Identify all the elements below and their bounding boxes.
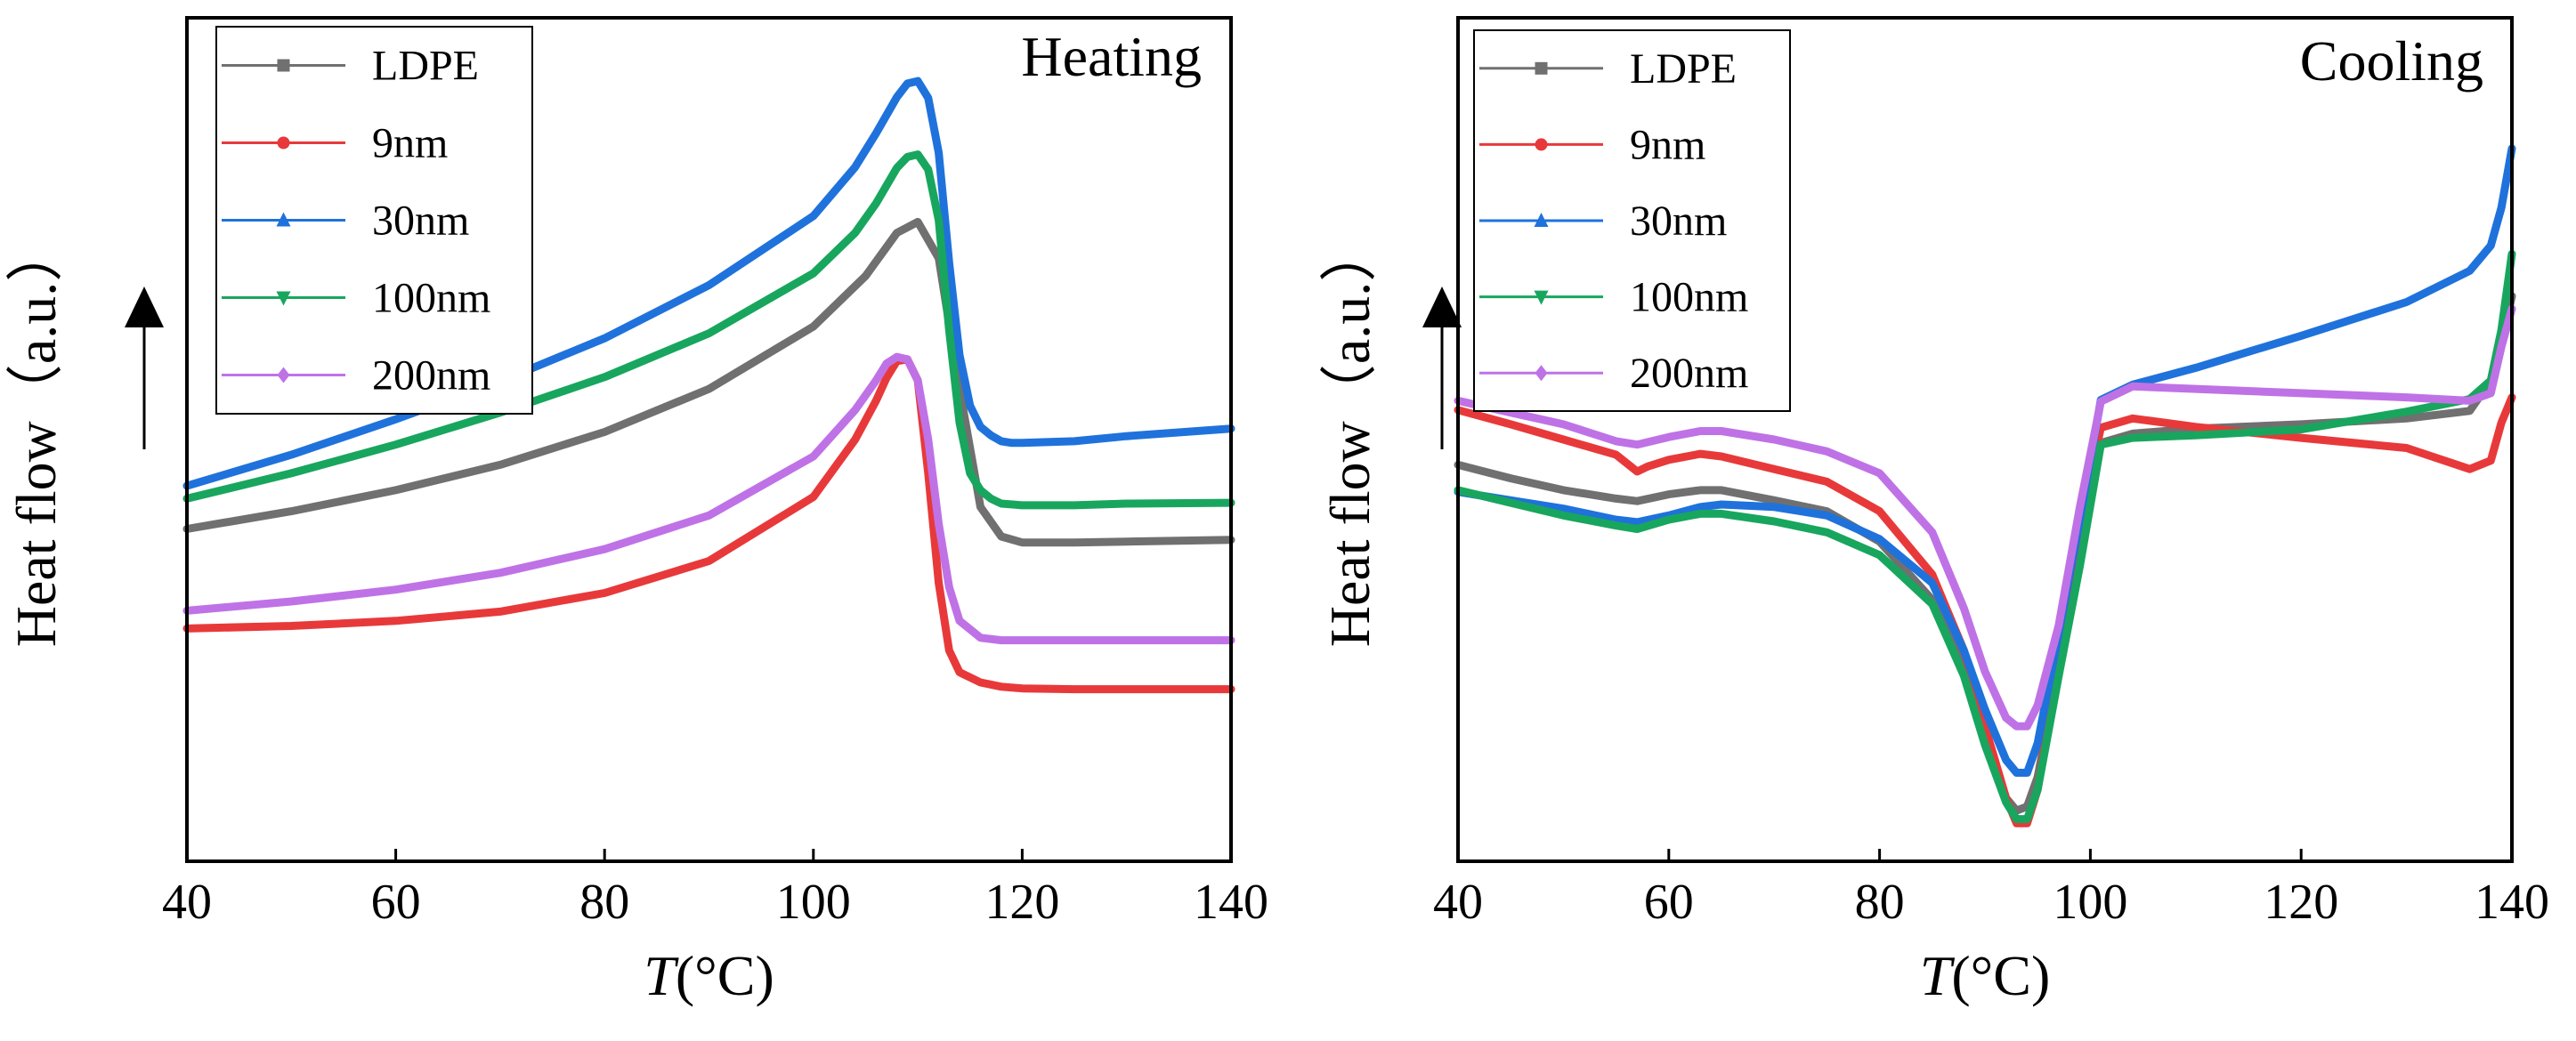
x-axis-unit: (°C)	[1951, 944, 2050, 1007]
x-axis-variable: T	[644, 944, 679, 1007]
series-line-100nm	[182, 150, 1235, 510]
x-axis-title: T(°C)	[1920, 944, 2051, 1007]
heating-panel: 40 60 80 100 120 140 T(°C) Heat flow（a.u.） Heati…	[4, 16, 1268, 1007]
legend: LDPE 9nm 30nm 100nm 200nm	[1473, 29, 1791, 412]
legend-label-ldpe: LDPE	[1630, 45, 1737, 93]
legend-label-30nm: 30nm	[372, 198, 469, 245]
x-tick-label: 60	[1644, 875, 1694, 930]
up-arrow-icon	[125, 286, 164, 449]
legend-marker-9nm	[277, 136, 290, 149]
up-arrow-icon	[1422, 286, 1462, 449]
legend-label-100nm: 100nm	[372, 275, 490, 322]
panel-title: Heating	[1021, 25, 1202, 88]
x-tick-label: 80	[579, 875, 629, 930]
x-tick-label: 100	[2053, 875, 2127, 930]
legend-label-100nm: 100nm	[1630, 274, 1748, 321]
x-axis-title: T(°C)	[644, 944, 774, 1007]
legend-marker-ldpe	[1535, 61, 1548, 75]
x-tick-label: 40	[162, 875, 212, 930]
x-axis-unit: (°C)	[676, 944, 774, 1007]
plot-frame	[185, 16, 1233, 863]
panel-title: Cooling	[2300, 29, 2483, 93]
legend-label-ldpe: LDPE	[372, 43, 479, 90]
series-line-200nm	[1454, 304, 2516, 730]
series-line-200nm	[182, 352, 1235, 645]
legend-marker-9nm	[1535, 138, 1548, 151]
cooling-panel: 40 60 80 100 120 140 T(°C) Heat flow（a.u.） Cooli…	[1318, 16, 2549, 1007]
x-tick-label: 140	[1194, 875, 1268, 930]
plot-frame	[1456, 16, 2514, 863]
legend-marker-100nm	[1534, 290, 1549, 305]
series-line-30nm	[182, 77, 1235, 490]
x-tick-label: 120	[984, 875, 1059, 930]
series-line-9nm	[1454, 393, 2516, 827]
x-tick-label: 60	[371, 875, 421, 930]
y-axis-title: Heat flow（a.u.）	[1318, 225, 1381, 648]
x-axis-variable: T	[1920, 944, 1956, 1007]
legend-label-9nm: 9nm	[1630, 121, 1705, 168]
x-tick-label: 40	[1433, 875, 1483, 930]
y-axis-title: Heat flow（a.u.）	[4, 225, 68, 648]
legend-marker-200nm	[1535, 365, 1548, 382]
legend-marker-30nm	[1534, 213, 1549, 227]
x-tick-label: 100	[776, 875, 851, 930]
legend-label-200nm: 200nm	[372, 352, 490, 399]
legend: LDPE 9nm 30nm 100nm 200nm	[215, 26, 533, 415]
legend-marker-30nm	[276, 212, 291, 227]
series-line-ldpe	[182, 217, 1235, 547]
legend-label-9nm: 9nm	[372, 120, 448, 167]
legend-label-200nm: 200nm	[1630, 350, 1748, 397]
legend-label-30nm: 30nm	[1630, 198, 1727, 245]
legend-marker-ldpe	[277, 59, 290, 72]
x-tick-label: 140	[2475, 875, 2549, 930]
series-line-30nm	[1454, 144, 2516, 777]
series-line-100nm	[1454, 249, 2516, 824]
x-tick-label: 120	[2264, 875, 2338, 930]
x-tick-label: 80	[1855, 875, 1905, 930]
legend-marker-100nm	[276, 291, 291, 306]
legend-marker-200nm	[277, 367, 290, 383]
